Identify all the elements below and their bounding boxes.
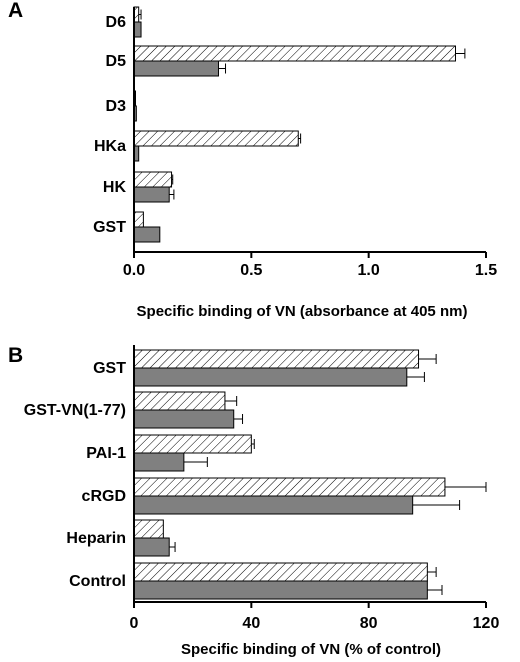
- panel-b-error-bar: [412, 500, 461, 510]
- panel-b-bar-gst-solid-gray: [133, 367, 408, 387]
- panel-b-bar-gst-vn-1-77--solid-gray: [133, 409, 235, 429]
- panel-a-tick-label: 0.0: [123, 262, 145, 279]
- panel-b-tick-label: 80: [360, 615, 378, 632]
- panel-a-bar-d5-hatched: [133, 45, 456, 62]
- panel-b-bar-crgd-hatched: [133, 477, 446, 497]
- panel-b-letter: B: [8, 344, 23, 367]
- panel-a-bar-hk-solid-gray: [133, 186, 170, 203]
- panel-a-bar-hka-hatched: [133, 130, 299, 147]
- panel-b-category-label: cRGD: [82, 488, 126, 505]
- panel-b-category-label: Heparin: [66, 530, 126, 547]
- panel-a-chart: A 0.0 0.5 1.0 1.5 D6 D5 D3 HKa HK GST Specific b…: [8, 0, 497, 320]
- panel-b-category-label: GST: [93, 360, 126, 377]
- panel-b-x-axis-title: Specific binding of VN (% of control): [181, 641, 441, 658]
- panel-a-category-label: GST: [93, 219, 126, 236]
- panel-a-bar-hk-hatched: [133, 171, 173, 188]
- panel-a-error-bar: [138, 9, 142, 20]
- panel-a-error-bar: [455, 48, 466, 59]
- panel-b-error-bar: [251, 439, 255, 449]
- panel-b-bar-control-solid-gray: [133, 580, 428, 600]
- panel-a-category-label: D5: [106, 53, 127, 70]
- panel-b-bar-control-hatched: [133, 562, 428, 582]
- panel-a-category-label: HK: [103, 179, 127, 196]
- panel-a-error-bar: [298, 133, 302, 144]
- panel-b-bar-pai-1-solid-gray: [133, 452, 185, 472]
- panel-b-bar-heparin-hatched: [133, 519, 164, 539]
- panel-b-bar-gst-vn-1-77--hatched: [133, 391, 226, 411]
- panel-a-category-label: HKa: [94, 138, 126, 155]
- panel-b-category-label: GST-VN(1-77): [24, 402, 126, 419]
- panel-b-error-bar: [224, 396, 238, 406]
- panel-b-tick-label: 120: [473, 615, 500, 632]
- panel-b-tick-label: 0: [130, 615, 139, 632]
- panel-b-category-label: Control: [69, 573, 126, 590]
- panel-b-bar-heparin-solid-gray: [133, 537, 170, 557]
- panel-a-error-bar: [218, 63, 227, 74]
- panel-a-bar-d6-solid-gray: [133, 21, 142, 38]
- panel-a-tick-label: 0.5: [240, 262, 262, 279]
- panel-a-bar-d5-solid-gray: [133, 60, 219, 77]
- panel-a-bar-gst-hatched: [133, 211, 144, 228]
- panel-b-error-bar: [444, 482, 487, 492]
- panel-a-bar-gst-solid-gray: [133, 226, 161, 243]
- panel-b-tick-label: 40: [242, 615, 260, 632]
- panel-a-x-axis-title: Specific binding of VN (absorbance at 40…: [137, 303, 468, 320]
- panel-a-category-label: D3: [106, 98, 127, 115]
- panel-a-tick-label: 1.0: [358, 262, 380, 279]
- panel-b-error-bar: [427, 567, 437, 577]
- panel-b-bar-pai-1-hatched: [133, 434, 252, 454]
- panel-b-bar-gst-hatched: [133, 349, 420, 369]
- panel-b-error-bar: [233, 414, 244, 424]
- panel-b-category-label: PAI-1: [86, 445, 126, 462]
- panel-a-error-bar: [171, 174, 174, 185]
- panel-b-error-bar: [427, 585, 443, 595]
- panel-b-error-bar: [418, 354, 437, 364]
- panel-b-error-bar: [406, 372, 425, 382]
- panel-b-chart: B 0 40 80 120 GST GST-VN(1-77) PAI-1 cRGD Hepar…: [8, 344, 499, 658]
- panel-b-bar-crgd-solid-gray: [133, 495, 414, 515]
- panel-b-error-bar: [169, 542, 176, 552]
- panel-a-tick-label: 1.5: [475, 262, 497, 279]
- panel-a-letter: A: [8, 0, 23, 22]
- panel-a-error-bar: [169, 189, 175, 200]
- panel-a-category-label: D6: [106, 14, 127, 31]
- panel-b-error-bar: [183, 457, 208, 467]
